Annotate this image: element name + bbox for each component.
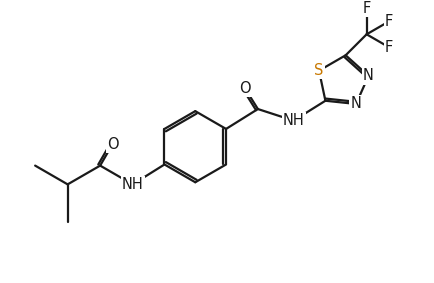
Text: F: F (362, 1, 371, 16)
Text: O: O (107, 137, 118, 152)
Text: S: S (314, 63, 324, 78)
Text: N: N (351, 97, 362, 112)
Text: NH: NH (283, 113, 305, 128)
Text: N: N (363, 68, 374, 83)
Text: F: F (385, 40, 393, 55)
Text: O: O (239, 81, 250, 96)
Text: F: F (385, 14, 393, 29)
Text: NH: NH (122, 177, 144, 192)
